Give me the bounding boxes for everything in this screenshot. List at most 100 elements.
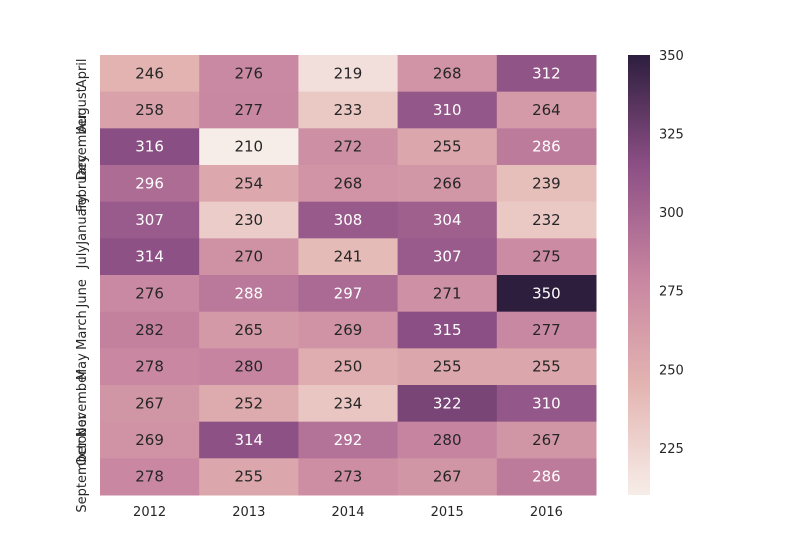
colorbar-tick-label: 300 <box>659 206 684 221</box>
colorbar-tick-label: 350 <box>659 49 684 64</box>
cell-value-label: 292 <box>334 431 363 449</box>
cell-value-label: 315 <box>433 321 462 339</box>
cell-value-label: 314 <box>234 431 263 449</box>
x-tick-label: 2015 <box>431 505 464 520</box>
cell-value-label: 288 <box>234 284 263 302</box>
cell-value-label: 297 <box>334 284 363 302</box>
heatmap-cell <box>100 128 200 166</box>
heatmap-cell <box>397 458 498 496</box>
cell-value-label: 304 <box>433 211 462 229</box>
cell-value-label: 277 <box>532 321 561 339</box>
cell-value-label: 350 <box>532 284 561 302</box>
cell-value-label: 210 <box>234 138 263 156</box>
heatmap-cell <box>496 238 597 276</box>
heatmap-cell <box>298 238 399 276</box>
heatmap-cell <box>298 421 399 459</box>
cell-value-label: 278 <box>135 358 164 376</box>
x-tick-label: 2016 <box>530 505 563 520</box>
x-tick-label: 2012 <box>133 505 166 520</box>
heatmap-cell <box>100 311 200 349</box>
heatmap-cell <box>397 165 498 203</box>
heatmap-cell <box>397 385 498 423</box>
heatmap-cell <box>199 55 299 93</box>
colorbar-tick-label: 275 <box>659 285 684 300</box>
y-tick-label: June <box>75 279 90 308</box>
y-tick-label: May <box>75 353 90 380</box>
cell-value-label: 232 <box>532 211 561 229</box>
heatmap-cell <box>397 311 498 349</box>
cell-value-label: 312 <box>532 64 561 82</box>
cell-value-label: 282 <box>135 321 164 339</box>
x-axis-ticks: 2012 2013 2014 2015 2016 <box>133 505 563 520</box>
heatmap-cell <box>397 55 498 93</box>
cell-value-label: 254 <box>234 174 263 192</box>
heatmap-cell <box>100 275 200 313</box>
y-tick-label: November <box>75 369 90 437</box>
cell-value-label: 271 <box>433 284 462 302</box>
cell-value-label: 255 <box>433 358 462 376</box>
heatmap-cell <box>397 348 498 386</box>
cell-value-label: 267 <box>433 468 462 486</box>
cell-value-label: 266 <box>433 174 462 192</box>
heatmap-cell <box>100 348 200 386</box>
cell-value-label: 286 <box>532 468 561 486</box>
y-tick-label: January <box>75 195 90 246</box>
cell-value-label: 275 <box>532 248 561 266</box>
cell-value-label: 314 <box>135 248 164 266</box>
cell-value-label: 241 <box>334 248 363 266</box>
heatmap-cell <box>496 91 597 129</box>
heatmap-cell <box>100 385 200 423</box>
heatmap-cell <box>199 458 299 496</box>
y-tick-label: October <box>75 413 90 466</box>
cell-value-label: 239 <box>532 174 561 192</box>
heatmap-cell <box>397 201 498 239</box>
colorbar-gradient <box>628 55 650 495</box>
heatmap-cell <box>199 275 299 313</box>
cell-value-label: 310 <box>433 101 462 119</box>
heatmap-cell <box>496 165 597 203</box>
cell-value-label: 234 <box>334 394 363 412</box>
cell-value-label: 233 <box>334 101 363 119</box>
cell-value-label: 264 <box>532 101 561 119</box>
heatmap-cell <box>496 421 597 459</box>
cell-value-label: 278 <box>135 468 164 486</box>
heatmap-cell <box>496 311 597 349</box>
heatmap-cell <box>397 421 498 459</box>
cell-value-label: 265 <box>234 321 263 339</box>
heatmap-cell <box>298 385 399 423</box>
heatmap-cell <box>199 201 299 239</box>
cell-value-label: 267 <box>135 394 164 412</box>
heatmap-cell <box>298 55 399 93</box>
heatmap-cell <box>100 165 200 203</box>
cell-value-label: 280 <box>234 358 263 376</box>
cell-value-label: 219 <box>334 64 363 82</box>
heatmap-cell <box>100 458 200 496</box>
cell-value-label: 308 <box>334 211 363 229</box>
y-tick-label: July <box>75 245 90 270</box>
heatmap-cell <box>496 385 597 423</box>
cell-value-label: 322 <box>433 394 462 412</box>
colorbar: 225 250 275 300 325 350 <box>628 49 684 495</box>
cell-value-label: 269 <box>334 321 363 339</box>
heatmap-cell <box>298 201 399 239</box>
heatmap-cell <box>397 128 498 166</box>
cell-value-label: 316 <box>135 138 164 156</box>
cell-value-label: 307 <box>433 248 462 266</box>
y-tick-label: April <box>75 58 90 88</box>
heatmap-cell <box>199 165 299 203</box>
y-tick-label: March <box>75 310 90 350</box>
y-tick-label: February <box>75 154 90 212</box>
heatmap-cell <box>100 91 200 129</box>
heatmap-cell <box>298 275 399 313</box>
heatmap-cell <box>298 458 399 496</box>
colorbar-tick-label: 250 <box>659 363 684 378</box>
cell-value-label: 258 <box>135 101 164 119</box>
heatmap-cell <box>199 421 299 459</box>
heatmap-cell <box>496 201 597 239</box>
heatmap-cell <box>496 128 597 166</box>
cell-value-label: 246 <box>135 64 164 82</box>
heatmap-cell <box>496 55 597 93</box>
cell-value-label: 250 <box>334 358 363 376</box>
cell-value-label: 268 <box>334 174 363 192</box>
